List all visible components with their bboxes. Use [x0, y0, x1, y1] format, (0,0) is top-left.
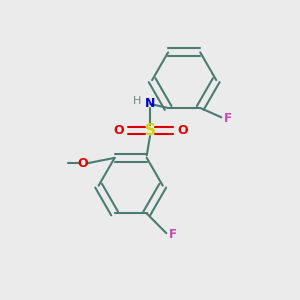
Text: S: S [145, 123, 155, 138]
Text: F: F [224, 112, 232, 125]
Text: O: O [113, 124, 124, 137]
Text: H: H [132, 96, 141, 106]
Text: F: F [169, 228, 177, 241]
Text: O: O [177, 124, 188, 137]
Text: N: N [145, 98, 155, 110]
Text: O: O [78, 157, 88, 170]
